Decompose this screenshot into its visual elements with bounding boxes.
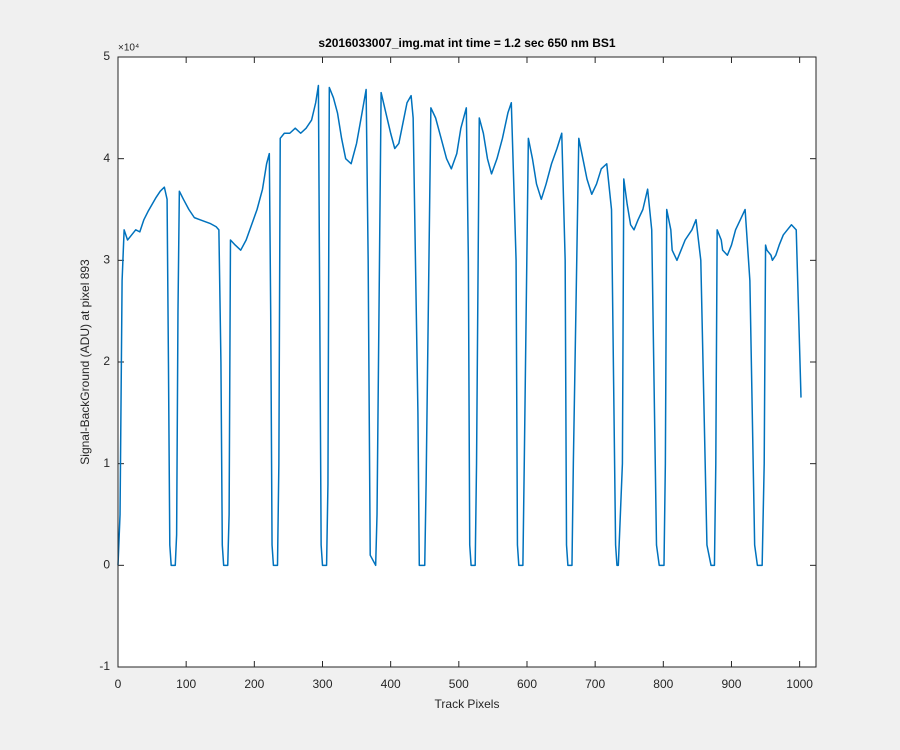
x-tick-label: 300: [312, 677, 332, 691]
y-tick-label: 1: [103, 456, 110, 470]
y-axis-label: Signal-BackGround (ADU) at pixel 893: [78, 259, 92, 465]
x-tick-label: 800: [653, 677, 673, 691]
x-axis-label: Track Pixels: [435, 697, 500, 711]
x-tick-label: 700: [585, 677, 605, 691]
y-tick-label: -1: [99, 659, 110, 673]
x-tick-label: 600: [517, 677, 537, 691]
y-tick-label: 3: [103, 253, 110, 267]
y-tick-label: 5: [103, 49, 110, 63]
y-tick-label: 2: [103, 354, 110, 368]
x-tick-label: 1000: [786, 677, 813, 691]
x-tick-label: 0: [115, 677, 122, 691]
x-tick-label: 200: [244, 677, 264, 691]
x-tick-label: 100: [176, 677, 196, 691]
x-tick-label: 400: [381, 677, 401, 691]
data-line: [117, 84, 802, 567]
y-multiplier: ×10⁴: [118, 43, 139, 54]
chart-title: s2016033007_img.mat int time = 1.2 sec 6…: [318, 36, 616, 50]
y-tick-label: 0: [103, 558, 110, 572]
x-tick-label: 500: [449, 677, 469, 691]
x-tick-label: 900: [721, 677, 741, 691]
y-tick-label: 4: [103, 151, 110, 165]
axes-box: [117, 56, 817, 668]
